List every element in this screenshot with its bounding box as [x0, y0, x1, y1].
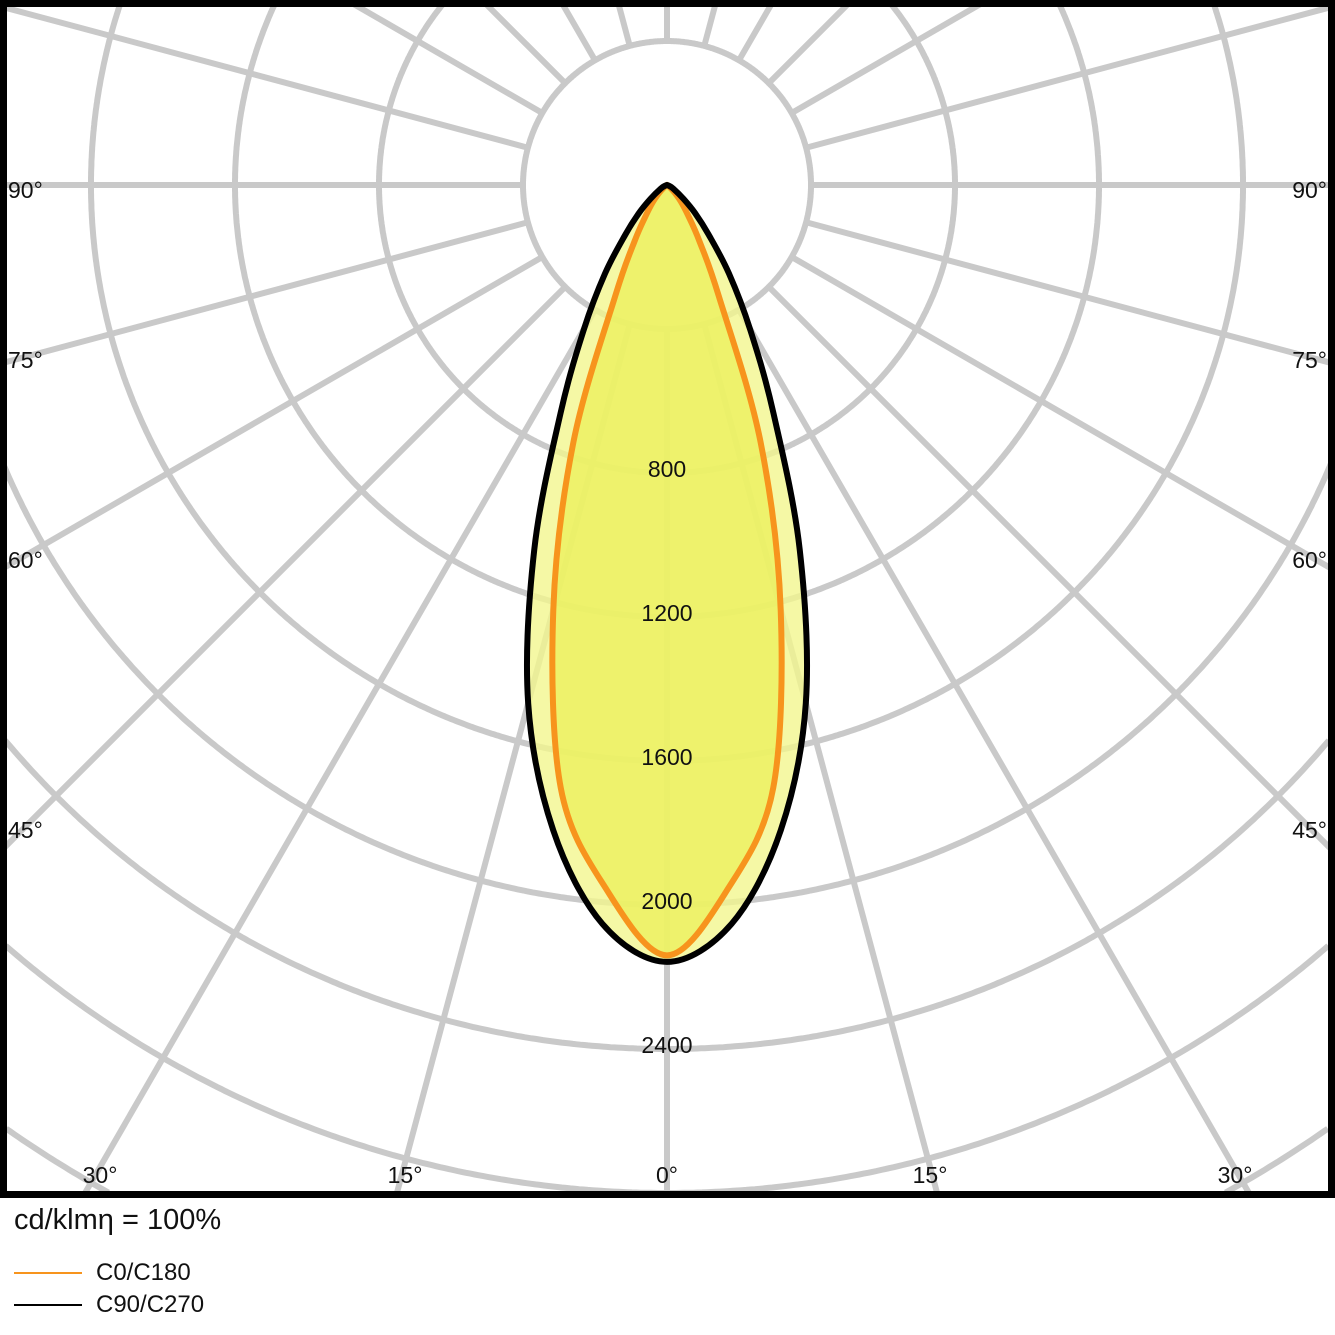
grid-ring	[4, 738, 1331, 1052]
legend-swatch-black	[14, 1304, 82, 1306]
angle-label-bottom: 15°	[388, 1162, 423, 1188]
radial-tick-labels: 800 1200 1600 2000 2400	[641, 456, 692, 1058]
grid-spoke	[736, 4, 775, 62]
grid-spoke	[4, 254, 544, 571]
angle-label-bottom: 30°	[83, 1162, 118, 1188]
unit-label: cd/klmη = 100%	[14, 1204, 222, 1236]
grid-ring	[4, 462, 1331, 908]
legend-swatch-orange	[14, 1272, 82, 1274]
grid-spoke	[82, 308, 598, 1193]
legend-label: C0/C180	[96, 1259, 191, 1286]
radial-tick-label: 1200	[641, 600, 692, 626]
grid-spoke	[805, 219, 1331, 366]
grid-spoke	[805, 4, 1331, 151]
polar-diagram: 800 1200 1600 2000 2400 90° 75° 60° 45° …	[0, 0, 1335, 1198]
polar-grid	[4, 4, 1331, 1193]
grid-spoke	[790, 4, 983, 116]
grid-spoke	[701, 4, 719, 47]
angle-label-bottom: 15°	[913, 1162, 948, 1188]
grid-spoke	[766, 4, 851, 86]
angle-label-right: 45°	[1292, 817, 1327, 843]
grid-spoke	[4, 219, 529, 366]
angle-label-right: 60°	[1292, 547, 1327, 573]
curves	[524, 181, 810, 965]
grid-ring	[4, 943, 1331, 1193]
grid-spoke	[483, 4, 568, 86]
grid-ring	[232, 4, 1102, 620]
grid-spoke	[615, 4, 633, 47]
radial-tick-label: 800	[648, 456, 686, 482]
angle-label-left: 45°	[8, 817, 43, 843]
grid-spoke	[559, 4, 598, 62]
angle-label-bottom: 30°	[1218, 1162, 1253, 1188]
angle-label-left: 75°	[8, 347, 43, 373]
legend-item-c90: C90/C270	[14, 1291, 204, 1319]
grid-spoke	[4, 284, 568, 851]
angle-label-left: 60°	[8, 547, 43, 573]
angle-labels: 90° 75° 60° 45° 90° 75° 60° 45° 30° 15° …	[8, 177, 1327, 1188]
legend-item-c0: C0/C180	[14, 1259, 191, 1287]
grid-spoke	[4, 4, 529, 151]
legend-label: C90/C270	[96, 1291, 205, 1318]
radial-tick-label: 2400	[641, 1032, 692, 1058]
series-line-c90	[524, 181, 810, 965]
radial-tick-label: 2000	[641, 888, 692, 914]
angle-label-right: 75°	[1292, 347, 1327, 373]
radial-tick-label: 1600	[641, 744, 692, 770]
series-fill-c0	[552, 184, 782, 956]
angle-label-right: 90°	[1292, 177, 1327, 203]
grid-spoke	[351, 4, 544, 116]
grid-spoke	[736, 308, 1252, 1193]
grid-spoke	[790, 254, 1331, 571]
angle-label-bottom: 0°	[656, 1162, 678, 1188]
angle-label-left: 90°	[8, 177, 43, 203]
series-line-c0	[549, 181, 785, 959]
plot-frame	[0, 0, 1335, 1198]
grid-spoke	[766, 284, 1331, 852]
